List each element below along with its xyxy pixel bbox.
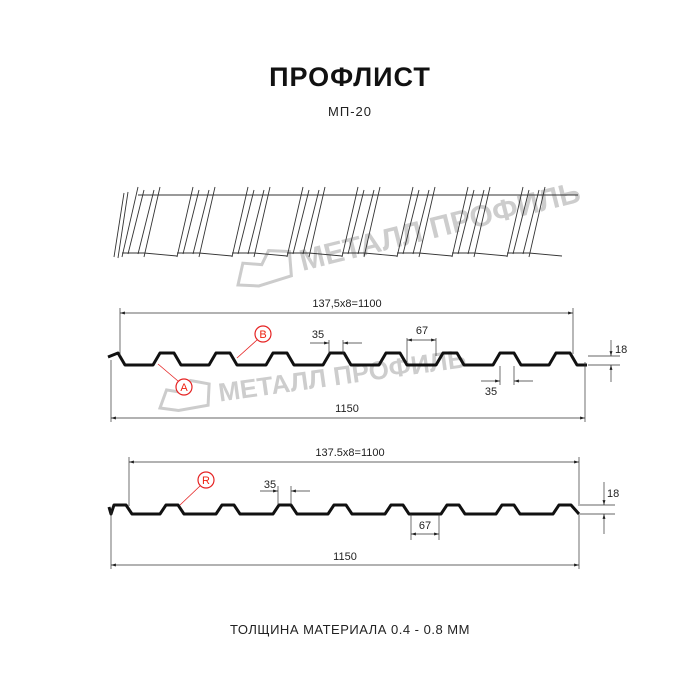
valley-dimension: 67: [416, 325, 428, 337]
sheet-edge: [528, 186, 546, 258]
sheet-edge: [253, 186, 271, 258]
profile-line: [107, 503, 581, 516]
sheet-edge: [237, 189, 255, 255]
sheet-edge: [506, 186, 524, 258]
sheet-edge: [121, 186, 139, 258]
width-dimension: 1150: [333, 551, 357, 563]
sheet-edge: [473, 252, 508, 257]
sheet-edge: [347, 189, 365, 255]
sheet-edge: [418, 252, 453, 257]
sheet-edge: [176, 186, 194, 258]
callout-b: B: [236, 325, 272, 359]
sheet-edge: [341, 186, 359, 258]
sheet-edge: [418, 186, 436, 258]
material-thickness: ТОЛЩИНА МАТЕРИАЛА 0.4 - 0.8 ММ: [230, 622, 470, 637]
sheet-edge: [292, 189, 310, 255]
svg-text:A: A: [180, 382, 188, 394]
page-title: ПРОФЛИСТ: [269, 62, 431, 92]
sheet-edge: [198, 252, 233, 257]
svg-text:R: R: [202, 475, 210, 487]
sheet-edge: [117, 191, 129, 259]
sheet-edge: [143, 186, 161, 258]
sheet-edge: [137, 189, 155, 255]
sheet-edge: [198, 186, 216, 258]
sheet-edge: [512, 189, 530, 255]
watermark-2: МЕТАЛЛ ПРОФИЛЬ: [157, 343, 468, 412]
sheet-edge: [363, 252, 398, 257]
callout-r: R: [179, 471, 215, 506]
height-dimension: 18: [615, 344, 627, 356]
sheet-edge: [451, 186, 469, 258]
sheet-edge: [192, 189, 210, 255]
profile-bottom-section: 137.5x8=1100 1150 35 67 18 R: [107, 447, 619, 569]
logo-icon: [236, 249, 293, 288]
valley-dimension: 67: [419, 520, 431, 532]
profile-top-section: 137,5x8=1100 1150 35 67 35 18 B A: [107, 298, 627, 422]
sheet-edge: [522, 189, 540, 255]
sheet-edge: [253, 252, 288, 257]
sheet-3d-view: [113, 186, 578, 259]
sheet-edge: [402, 189, 420, 255]
sheet-edge: [457, 189, 475, 255]
sheet-edge: [113, 192, 125, 258]
model-subtitle: МП-20: [328, 104, 372, 119]
sheet-edge: [396, 186, 414, 258]
sheet-edge: [231, 186, 249, 258]
sheet-edge: [143, 252, 178, 257]
sheet-edge: [127, 189, 145, 255]
pitch-dimension: 137,5x8=1100: [312, 298, 381, 310]
logo-icon: [157, 378, 211, 412]
sheet-edge: [286, 186, 304, 258]
sheet-edge: [467, 189, 485, 255]
sheet-edge: [182, 189, 200, 255]
rib-top-dimension: 35: [312, 329, 324, 341]
rib-bottom-dimension: 35: [485, 386, 497, 398]
pitch-dimension: 137.5x8=1100: [315, 447, 384, 459]
sheet-edge: [308, 252, 343, 257]
callout-a: A: [157, 363, 193, 396]
sheet-edge: [357, 189, 375, 255]
sheet-edge: [363, 186, 381, 258]
watermark-text: МЕТАЛЛ ПРОФИЛЬ: [296, 176, 584, 278]
width-dimension: 1150: [335, 403, 359, 415]
sheet-edge: [247, 189, 265, 255]
profile-line: [107, 351, 587, 367]
sheet-edge: [528, 252, 563, 257]
sheet-edge: [412, 189, 430, 255]
rib-top-dimension: 35: [264, 479, 276, 491]
sheet-edge: [302, 189, 320, 255]
sheet-edge: [473, 186, 491, 258]
height-dimension: 18: [607, 488, 619, 500]
sheet-edge: [308, 186, 326, 258]
svg-text:B: B: [259, 329, 266, 341]
